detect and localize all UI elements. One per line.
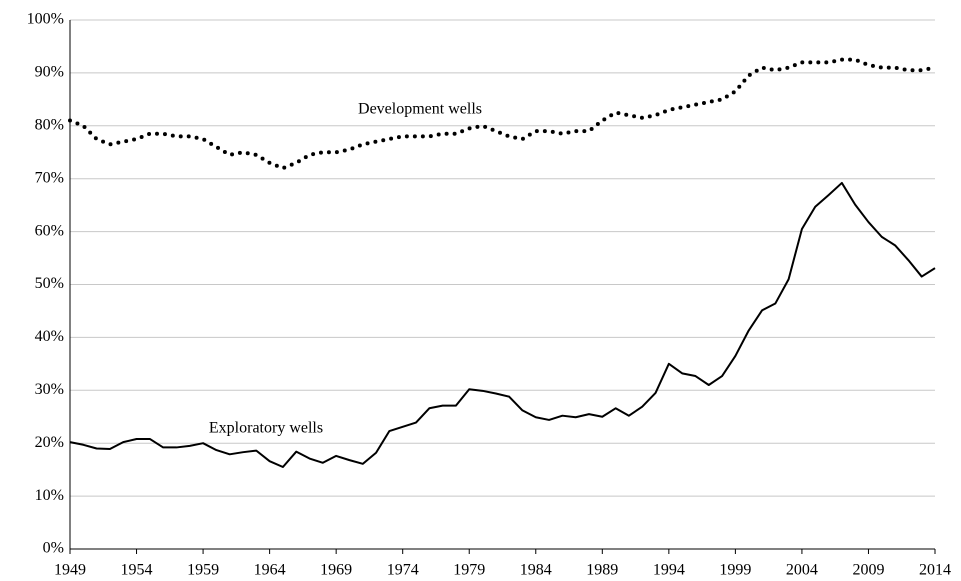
x-tick-label: 2009 xyxy=(852,562,884,579)
x-tick-label: 1994 xyxy=(653,562,685,579)
series-line xyxy=(68,57,937,171)
series-label: Exploratory wells xyxy=(209,420,323,437)
x-tick-label: 1984 xyxy=(520,562,552,579)
y-tick-label: 100% xyxy=(27,11,64,28)
x-tick-label: 2004 xyxy=(786,562,818,579)
x-tick-label: 1974 xyxy=(387,562,419,579)
x-tick-label: 2014 xyxy=(919,562,951,579)
y-tick-label: 80% xyxy=(35,116,64,133)
x-tick-label: 1969 xyxy=(320,562,352,579)
x-tick-label: 1999 xyxy=(719,562,751,579)
y-tick-label: 70% xyxy=(35,169,64,186)
y-tick-label: 90% xyxy=(35,64,64,81)
x-tick-label: 1954 xyxy=(121,562,153,579)
y-tick-label: 40% xyxy=(35,328,64,345)
y-tick-label: 50% xyxy=(35,275,64,292)
x-tick-label: 1959 xyxy=(187,562,219,579)
x-tick-label: 1989 xyxy=(586,562,618,579)
series-line xyxy=(69,181,936,469)
x-tick-label: 1979 xyxy=(453,562,485,579)
y-tick-label: 60% xyxy=(35,222,64,239)
series-label: Development wells xyxy=(358,101,482,118)
y-tick-label: 10% xyxy=(35,487,64,504)
x-tick-label: 1949 xyxy=(54,562,86,579)
y-tick-label: 0% xyxy=(43,540,64,557)
y-tick-label: 20% xyxy=(35,434,64,451)
x-tick-label: 1964 xyxy=(254,562,286,579)
y-tick-label: 30% xyxy=(35,381,64,398)
